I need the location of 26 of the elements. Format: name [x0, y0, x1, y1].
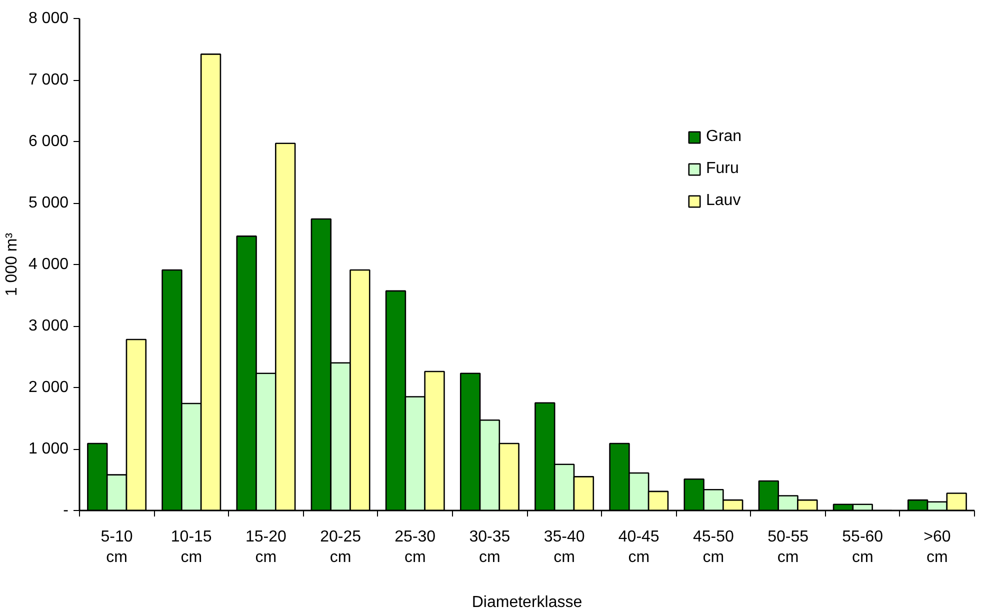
- x-tick-label: 25-30 cm: [394, 528, 436, 566]
- y-tick-label: 3 000: [28, 318, 69, 334]
- y-tick-label: 2 000: [28, 379, 69, 396]
- x-tick-label: 40-45 cm: [618, 528, 660, 566]
- y-tick-label: 5 000: [28, 194, 69, 212]
- legend-label: Gran: [706, 128, 742, 146]
- y-tick-label: 8 000: [28, 10, 69, 27]
- y-tick-label: 1 000: [28, 440, 69, 458]
- x-tick-label: 45-50 cm: [692, 528, 734, 566]
- x-tick-label: 30-35 cm: [469, 528, 510, 566]
- y-axis-title: 1 000 m³: [3, 232, 20, 296]
- x-tick-label: 55-60 cm: [842, 528, 884, 566]
- x-axis-title: Diameterklasse: [472, 594, 582, 611]
- x-tick-label: >60 cm: [924, 528, 951, 566]
- x-tick-label: 15-20 cm: [245, 528, 287, 566]
- x-tick-label: 50-55 cm: [768, 528, 809, 566]
- y-tick-label: 7 000: [28, 72, 69, 88]
- x-tick-label: 20-25 cm: [320, 528, 362, 566]
- x-tick-label: 10-15 cm: [170, 528, 212, 566]
- legend-label: Lauv: [706, 192, 741, 210]
- x-tick-label: 5-10 cm: [100, 528, 133, 566]
- y-tick-label: -: [63, 502, 68, 519]
- y-tick-label: 4 000: [28, 256, 69, 273]
- y-tick-label: 6 000: [28, 133, 69, 150]
- x-tick-label: 35-40 cm: [544, 528, 585, 566]
- legend-label: Furu: [706, 160, 739, 178]
